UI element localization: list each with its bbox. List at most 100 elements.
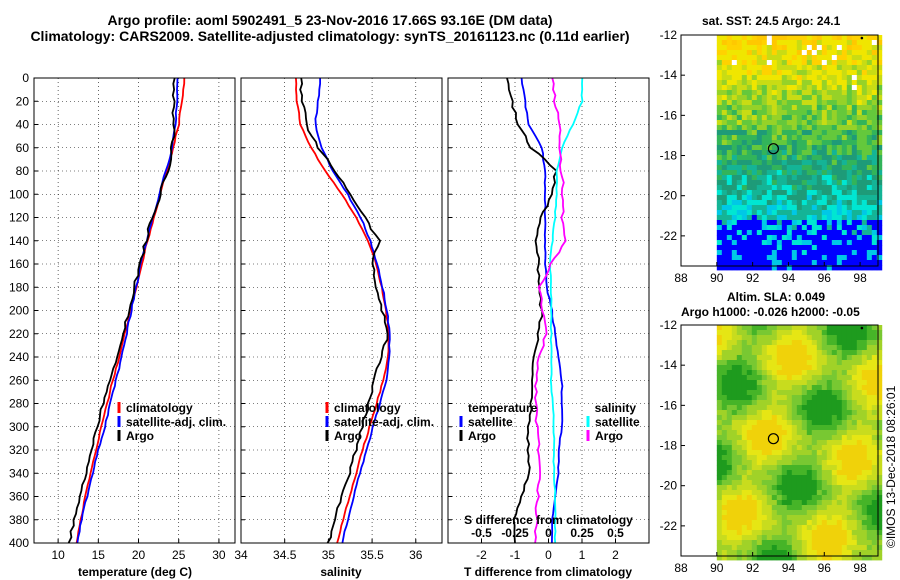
legend-label: Argo (468, 429, 496, 443)
y-tick-label: 400 (9, 536, 29, 550)
x-axis-label: temperature (deg C) (78, 565, 192, 579)
y-tick-label: 200 (9, 304, 29, 318)
x-tick-label: 20 (132, 548, 146, 562)
legend-label: climatology (126, 401, 193, 415)
map2-title-line-1: Altim. SLA: 0.049 (727, 290, 826, 304)
x2-tick-label: -0.25 (501, 526, 529, 540)
x-tick-label: 36 (409, 548, 423, 562)
y-tick-label: 120 (9, 211, 29, 225)
sla-heatmap (716, 325, 883, 561)
x-tick-label: 35.5 (360, 548, 384, 562)
x-tick-label: 25 (172, 548, 186, 562)
x-tick-label: 34.5 (273, 548, 297, 562)
map-y-tick-label: -18 (660, 439, 678, 453)
island-dot (860, 326, 864, 330)
y-tick-label: 60 (16, 141, 30, 155)
y-tick-label: 300 (9, 420, 29, 434)
map-x-tick-label: 92 (746, 561, 760, 575)
y-tick-label: 280 (9, 397, 29, 411)
y-tick-label: 220 (9, 327, 29, 341)
y-tick-label: 80 (16, 164, 30, 178)
y-tick-label: 180 (9, 280, 29, 294)
legend-label: climatology (334, 401, 401, 415)
map-y-tick-label: -20 (660, 479, 678, 493)
series-line-argo (67, 77, 176, 544)
map-x-tick-label: 92 (746, 271, 760, 285)
y-tick-label: 320 (9, 443, 29, 457)
y-tick-label: 260 (9, 373, 29, 387)
sst-heatmap (716, 35, 883, 271)
x-tick-label: 2 (612, 548, 619, 562)
legend-label: satellite-adj. clim. (334, 415, 434, 429)
profile-location-marker (767, 143, 780, 155)
y-tick-label: 40 (16, 118, 30, 132)
y-tick-label: 160 (9, 257, 29, 271)
series-line-temperature-argo (506, 77, 558, 544)
x-tick-label: 15 (92, 548, 106, 562)
series-line-satellite-adj-clim- (314, 78, 391, 544)
map-x-tick-label: 88 (674, 561, 688, 575)
y-tick-label: 100 (9, 187, 29, 201)
x-axis-label: salinity (320, 565, 362, 579)
map-y-tick-label: -16 (660, 398, 678, 412)
y-tick-label: 380 (9, 513, 29, 527)
map2-title-line-2: Argo h1000: -0.026 h2000: -0.05 (681, 305, 860, 319)
plot-frame (447, 77, 650, 544)
map-y-tick-label: -12 (660, 318, 678, 332)
map-y-tick-label: -14 (660, 68, 678, 82)
map1-title: sat. SST: 24.5 Argo: 24.1 (702, 14, 841, 28)
x2-tick-label: -0.5 (471, 526, 492, 540)
legend-title: temperature (468, 401, 538, 415)
y-tick-label: 360 (9, 490, 29, 504)
series-line-argo (299, 77, 389, 544)
x-tick-label: 35 (322, 548, 336, 562)
map-x-tick-label: 90 (710, 271, 724, 285)
series-line-salinity-satellite (549, 77, 584, 544)
map-x-tick-label: 94 (782, 271, 796, 285)
x2-tick-label: 0 (545, 526, 552, 540)
legend-label: satellite-adj. clim. (126, 415, 226, 429)
x-tick-label: -2 (476, 548, 487, 562)
map-x-tick-label: 96 (818, 271, 832, 285)
map-x-tick-label: 94 (782, 561, 796, 575)
map-x-tick-label: 98 (853, 561, 867, 575)
map-y-tick-label: -14 (660, 358, 678, 372)
series-line-temperature-satellite (520, 77, 564, 544)
y-tick-label: 0 (22, 71, 29, 85)
x2-tick-label: 0.5 (607, 526, 624, 540)
map-y-tick-label: -18 (660, 149, 678, 163)
legend-label: Argo (126, 429, 154, 443)
map-y-tick-label: -12 (660, 28, 678, 42)
profile-location-marker (767, 433, 780, 445)
y-tick-label: 20 (16, 94, 30, 108)
x2-tick-label: 0.25 (570, 526, 594, 540)
map-frame (680, 34, 879, 267)
x-tick-label: -1 (510, 548, 521, 562)
x-axis-label: T difference from climatology (464, 565, 632, 579)
legend-label: satellite (468, 415, 513, 429)
legend-label: Argo (334, 429, 362, 443)
map-x-tick-label: 96 (818, 561, 832, 575)
x-tick-label: 10 (51, 548, 65, 562)
map-x-tick-label: 98 (853, 271, 867, 285)
x2-axis-label: S difference from climatology (464, 513, 633, 527)
title-line-1: Argo profile: aoml 5902491_5 23-Nov-2016… (107, 12, 553, 28)
map-y-tick-label: -16 (660, 108, 678, 122)
y-tick-label: 340 (9, 466, 29, 480)
legend-label: Argo (595, 429, 623, 443)
map-frame (680, 324, 879, 557)
legend-label: satellite (595, 415, 640, 429)
plot-frame (33, 77, 236, 544)
y-tick-label: 140 (9, 234, 29, 248)
map-y-tick-label: -20 (660, 189, 678, 203)
map-x-tick-label: 88 (674, 271, 688, 285)
plot-frame (240, 77, 443, 544)
x-tick-label: 0 (545, 548, 552, 562)
series-line-salinity-argo (533, 77, 567, 544)
legend-title: salinity (595, 401, 637, 415)
island-dot (860, 36, 864, 40)
map-y-tick-label: -22 (660, 229, 678, 243)
x-tick-label: 1 (579, 548, 586, 562)
map-y-tick-label: -22 (660, 519, 678, 533)
